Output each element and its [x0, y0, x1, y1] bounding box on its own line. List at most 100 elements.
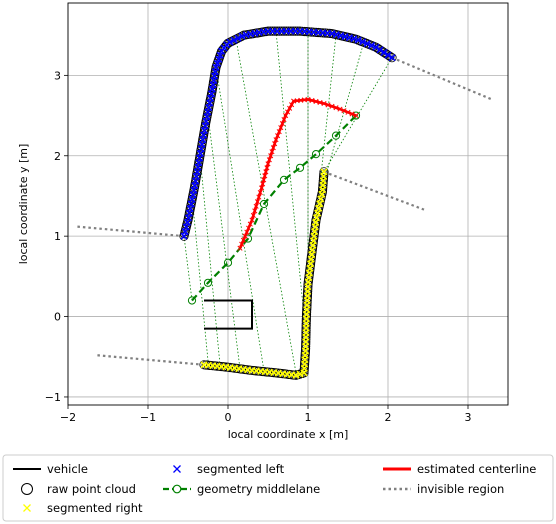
raw-point-right: [319, 169, 329, 179]
centerline-point: [237, 245, 243, 251]
raw-point-left: [315, 28, 326, 38]
x-tick-label: −2: [60, 411, 76, 424]
centerline-point: [270, 145, 276, 151]
x-tick-label: −1: [140, 411, 156, 424]
centerline-point: [261, 177, 267, 183]
centerline-point: [353, 113, 359, 119]
segmented-left-point: [215, 55, 223, 63]
segmented-left-point: [234, 34, 242, 42]
vehicle-outline: [204, 299, 253, 330]
centerline-point: [333, 105, 339, 111]
raw-point-right: [299, 366, 309, 376]
centerline-point: [341, 108, 347, 114]
centerline-point: [240, 237, 246, 243]
centerline-point: [239, 241, 245, 247]
raw-point-left: [279, 26, 289, 36]
raw-point-right: [317, 187, 327, 197]
correspondence-line: [215, 67, 265, 372]
raw-point-right: [302, 288, 313, 299]
centerline-point: [317, 99, 323, 106]
x-tick-label: 1: [305, 411, 312, 424]
legend-entry-invisible: invisible region: [383, 482, 504, 496]
centerline-point: [249, 217, 255, 223]
raw-point-left: [265, 26, 275, 36]
centerline-point: [264, 165, 270, 171]
segmented-right-point: [292, 371, 300, 379]
raw-point-left: [283, 26, 294, 36]
centerline-point: [279, 121, 285, 127]
centerline-point: [246, 225, 252, 231]
segmented-left-point: [384, 51, 392, 59]
centerline-point: [244, 229, 250, 235]
legend-label: geometry middlelane: [197, 482, 320, 496]
raw-point-left: [358, 37, 368, 47]
x-tick-label: 3: [465, 411, 472, 424]
middlelane-point: [331, 131, 341, 140]
centerline-point: [268, 153, 274, 159]
centerline-point: [253, 203, 259, 209]
correspondence-line: [323, 57, 393, 173]
raw-point-right: [302, 293, 312, 303]
centerline-point: [259, 185, 265, 191]
raw-point-left: [222, 40, 232, 50]
legend-right-swatch: [23, 504, 31, 512]
raw-point-left: [274, 26, 285, 36]
centerline-point: [349, 111, 355, 117]
centerline-point: [305, 96, 311, 103]
middlelane-point: [203, 278, 213, 287]
invisible-region-line: [95, 354, 205, 366]
raw-point-right: [301, 330, 311, 340]
centerline-point: [287, 105, 293, 111]
raw-point-left: [288, 26, 298, 36]
legend-entry-centerline: estimated centerline: [383, 462, 536, 476]
legend-label: invisible region: [417, 482, 504, 496]
segmented-left-point: [376, 46, 384, 54]
segmented-left-point: [230, 36, 238, 44]
segmented-left-point: [359, 38, 367, 46]
centerline-point: [272, 141, 278, 147]
segmented-left-point: [216, 51, 224, 59]
correspondence-line: [183, 236, 193, 301]
raw-point-right: [300, 357, 310, 367]
raw-point-right: [301, 325, 311, 335]
centerline-point: [260, 181, 266, 187]
legend-entry-vehicle: vehicle: [13, 462, 88, 476]
segmented-left-point: [212, 63, 220, 71]
raw-point-left: [325, 28, 335, 38]
segmented-left-point: [388, 54, 396, 62]
raw-point-left: [306, 27, 317, 37]
centerline-point: [345, 109, 351, 115]
correspondence-line: [235, 39, 297, 373]
plot-frame: [67, 2, 509, 406]
centerline-point: [252, 208, 258, 214]
centerline-point: [281, 117, 287, 123]
middlelane-point: [311, 150, 321, 159]
segmented-left-point: [372, 43, 380, 51]
legend-raw-swatch: [21, 483, 33, 495]
raw-point-right: [299, 361, 310, 371]
raw-point-left: [362, 39, 372, 49]
centerline-point: [254, 199, 261, 205]
centerline-line: [238, 98, 357, 249]
legend: vehicle segmented left estimated centerlin…: [2, 454, 554, 522]
raw-point-right: [318, 173, 329, 184]
legend-label: segmented right: [47, 501, 143, 515]
middlelane-point: [351, 111, 361, 120]
grid-lines: [67, 3, 508, 405]
centerline-point: [289, 102, 295, 108]
centerline-point: [278, 125, 284, 131]
legend-left-swatch: [173, 465, 181, 473]
raw-point-left: [302, 27, 312, 37]
raw-point-right: [301, 334, 311, 345]
centerline-point: [273, 137, 279, 143]
raw-point-right: [301, 311, 311, 322]
y-tick-label: 2: [54, 150, 61, 163]
middlelane-point: [187, 296, 197, 305]
raw-point-right: [300, 344, 311, 354]
invisible-region-line: [391, 56, 493, 101]
legend-entry-middle: geometry middlelane: [163, 482, 320, 496]
middlelane-point: [259, 199, 269, 209]
raw-point-left: [387, 53, 397, 63]
centerline-point: [266, 157, 272, 163]
x-tick-label: 2: [385, 411, 392, 424]
